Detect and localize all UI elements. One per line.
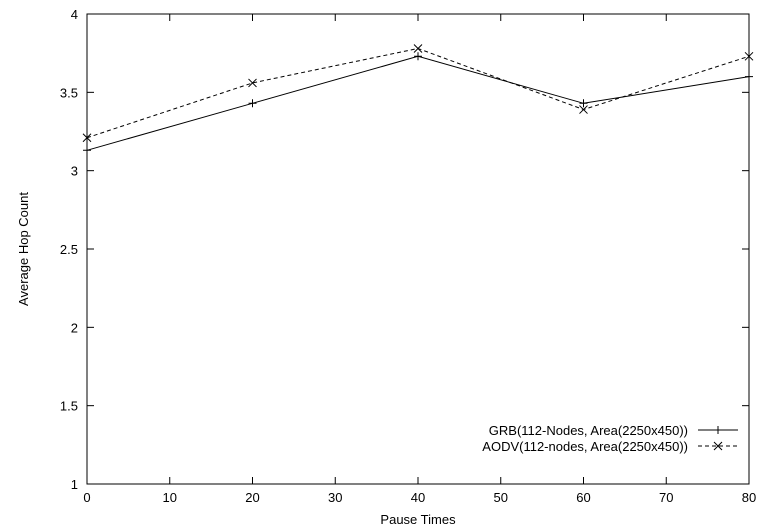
data-point xyxy=(83,146,91,155)
y-tick-label: 3 xyxy=(71,164,78,179)
x-tick-label: 50 xyxy=(494,490,508,505)
legend: GRB(112-Nodes, Area(2250x450)) AODV(112-… xyxy=(482,423,738,454)
x-tick-label: 30 xyxy=(328,490,342,505)
data-point xyxy=(82,133,92,143)
x-axis-label: Pause Times xyxy=(380,512,456,527)
legend-label-aodv: AODV(112-nodes, Area(2250x450)) xyxy=(482,439,688,454)
series-aodv xyxy=(82,44,754,143)
y-tick-label: 2 xyxy=(71,320,78,335)
y-tick-label: 4 xyxy=(71,7,78,22)
data-point xyxy=(248,78,257,88)
series-layer xyxy=(82,44,754,155)
x-tick-label: 80 xyxy=(742,490,756,505)
series-grb xyxy=(83,52,753,155)
plot-frame xyxy=(86,13,750,485)
data-point xyxy=(744,51,754,61)
series-line xyxy=(86,55,750,151)
data-point xyxy=(745,72,753,81)
x-tick-label: 10 xyxy=(163,490,177,505)
legend-label-grb: GRB(112-Nodes, Area(2250x450)) xyxy=(489,423,688,438)
data-point xyxy=(579,105,588,114)
data-point xyxy=(248,99,257,108)
data-point xyxy=(414,52,422,61)
legend-marker xyxy=(713,441,723,451)
x-tick-label: 0 xyxy=(83,490,90,505)
legend-sample-aodv xyxy=(698,441,738,451)
x-tick-label: 60 xyxy=(576,490,590,505)
x-tick-label: 40 xyxy=(411,490,425,505)
legend-marker xyxy=(714,426,722,434)
y-tick-label: 3.5 xyxy=(60,85,78,100)
y-tick-label: 1.5 xyxy=(60,399,78,414)
legend-sample-grb xyxy=(698,426,738,434)
x-tick-label: 70 xyxy=(659,490,673,505)
y-axis-label: Average Hop Count xyxy=(16,192,31,306)
data-point xyxy=(579,99,588,108)
y-tick-label: 1 xyxy=(71,477,78,492)
x-tick-label: 20 xyxy=(245,490,259,505)
data-point xyxy=(413,44,423,53)
y-tick-label: 2.5 xyxy=(60,242,78,257)
ticks-layer: 0 10 20 30 40 50 60 70 80 1 1.5 2 2.5 3 3.5 4 xyxy=(60,7,756,505)
